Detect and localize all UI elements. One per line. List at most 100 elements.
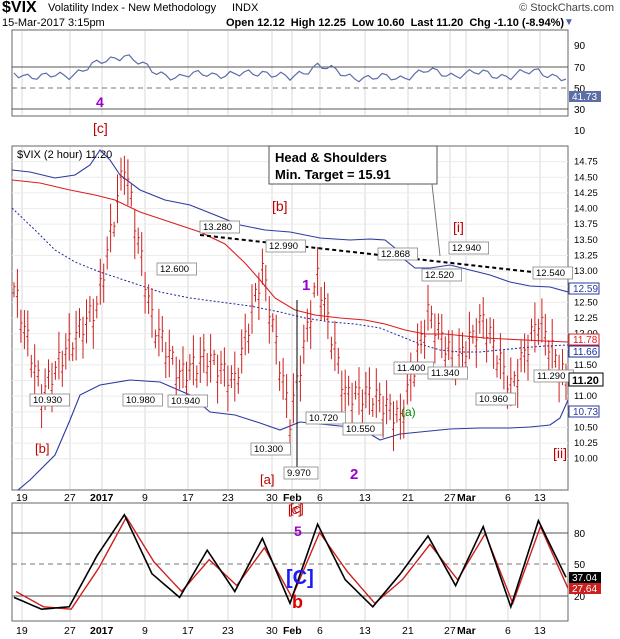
rsi-tick-50: 50 (574, 84, 586, 95)
rsi-tick-10: 10 (574, 126, 586, 137)
point-label-box (342, 422, 383, 436)
hs-callout-line2: Min. Target = 15.91 (275, 167, 391, 182)
x-axis-label: 27 (64, 625, 76, 637)
stoch-k-label: 37.04 (572, 573, 597, 584)
tag-ma-bg (568, 333, 600, 346)
moving-average-dotted (12, 207, 568, 353)
point-label-box (427, 366, 468, 380)
x-axis-label: 17 (182, 625, 194, 637)
price-tick-label: 10.00 (574, 454, 598, 465)
price-tick-label: 13.50 (574, 235, 598, 246)
x-axis-label: 6 (317, 625, 323, 637)
point-label: 10.300 (254, 444, 283, 455)
x-axis-labels-bottom: 19 27 2017 9 17 23 30 Feb 6 13 21 27 Mar 6 13 (16, 625, 546, 637)
point-label-box (265, 239, 306, 253)
point-label-box (199, 220, 240, 234)
x-axis-label: 9 (142, 492, 148, 504)
x-axis-label: 13 (359, 625, 371, 637)
x-axis-label: 6 (505, 625, 511, 637)
stoch-tick-20: 20 (574, 592, 586, 603)
wave-a-paren: (a) (401, 405, 416, 419)
rsi-current-tag (569, 91, 601, 102)
x-axis-labels-top: 19 27 2017 9 17 23 30 Feb 6 13 21 27 Mar 6 13 (16, 492, 546, 504)
point-label: 12.520 (425, 270, 454, 281)
tag-last-bg (568, 372, 604, 387)
price-tick-label: 10.25 (574, 438, 598, 449)
point-label: 9.970 (287, 468, 311, 479)
x-axis-label: 21 (402, 492, 414, 504)
point-label-box (167, 394, 208, 408)
rsi-tick-70: 70 (574, 63, 586, 74)
quote-line: Open 12.12 High 12.25 Low 10.60 Last 11.… (226, 17, 565, 29)
rsi-line (13, 54, 567, 83)
x-axis-label: 13 (359, 492, 371, 504)
point-label: 12.940 (452, 243, 481, 254)
x-axis-label: 23 (222, 625, 234, 637)
point-label-box (156, 262, 197, 276)
hs-callout-box (268, 145, 438, 185)
stoch-tick-80: 80 (574, 529, 586, 540)
point-label-box (283, 466, 319, 480)
stoch-wave-b: b (292, 592, 303, 612)
price-tick-label: 12.25 (574, 313, 598, 324)
x-axis-label: 2017 (90, 625, 114, 637)
tag-last: 11.20 (572, 375, 599, 387)
tag-dotted-bg (568, 345, 600, 358)
stoch-wave-C: [C] (286, 567, 314, 589)
point-label-box (532, 266, 573, 280)
chg-arrow-icon: ▼ (564, 17, 574, 28)
hs-callout-pointer (431, 183, 441, 257)
x-axis-label: Feb (283, 625, 302, 637)
x-axis-label: 21 (402, 625, 414, 637)
point-label-box (421, 268, 462, 282)
price-bars (12, 155, 568, 452)
point-label: 12.600 (160, 264, 189, 275)
price-tick-label: 12.50 (574, 297, 598, 308)
point-label-box (29, 393, 70, 407)
price-legend: $VIX (2 hour) 11.20 (17, 149, 112, 161)
point-label: 10.960 (479, 394, 508, 405)
point-label-box (475, 392, 516, 406)
wave-i: [i] (453, 219, 464, 235)
point-label: 12.868 (381, 249, 410, 260)
wave-b-top: [b] (272, 198, 288, 214)
point-label: 10.930 (33, 395, 62, 406)
point-label-box (122, 393, 163, 407)
price-tick-label: 11.00 (574, 391, 597, 402)
stoch-tick-50: 50 (574, 560, 586, 571)
wave-c-bracket: [c] (290, 501, 304, 516)
moving-average (12, 179, 568, 343)
price-tick-label: 14.50 (574, 172, 598, 183)
point-label-box (448, 241, 489, 255)
price-tick-label: 13.25 (574, 250, 598, 261)
stoch-d-tag (569, 583, 601, 594)
x-axis-label: 30 (266, 492, 278, 504)
x-axis-label: 6 (505, 492, 511, 504)
x-axis-label: 27 (444, 492, 456, 504)
x-axis-label: 2017 (90, 492, 114, 504)
x-axis-label: 13 (534, 492, 546, 504)
price-point-labels: 10.930 13.280 12.600 10.980 10.940 10.300 12.9… (29, 220, 574, 480)
point-label-box (250, 442, 291, 456)
grid-lines (12, 31, 568, 620)
point-label: 13.280 (203, 222, 232, 233)
x-axis-label: 23 (222, 492, 234, 504)
price-tick-label: 11.50 (574, 360, 597, 371)
bollinger-upper (12, 149, 568, 293)
price-tick-label: 13.00 (574, 266, 598, 277)
x-axis-label: 6 (317, 492, 323, 504)
point-label: 11.400 (397, 363, 425, 374)
price-tick-label: 14.00 (574, 204, 598, 215)
tag-upper: 12.59 (573, 284, 598, 295)
rsi-bracket-label: [c] (93, 120, 108, 136)
rsi-panel (11, 29, 569, 117)
x-axis-label: 17 (182, 492, 194, 504)
point-label-box (305, 411, 346, 425)
stoch-wave-5: 5 (294, 523, 302, 539)
point-label: 12.990 (269, 241, 298, 252)
tag-upper-bg (568, 282, 600, 295)
stoch-panel (11, 502, 569, 622)
price-tick-label: 14.25 (574, 188, 598, 199)
point-label: 11.290 (537, 371, 565, 382)
rsi-tick-90: 90 (574, 41, 586, 52)
